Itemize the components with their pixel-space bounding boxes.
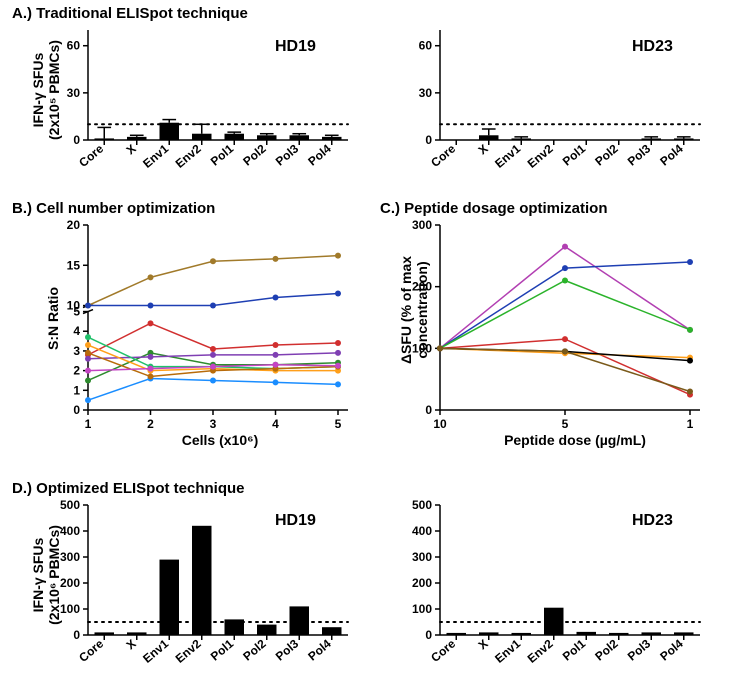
svg-text:Core: Core bbox=[428, 636, 458, 665]
svg-text:Pol4: Pol4 bbox=[305, 636, 334, 663]
chart-d-right-label: HD23 bbox=[632, 512, 673, 530]
svg-text:Env2: Env2 bbox=[525, 141, 556, 170]
svg-text:Pol4: Pol4 bbox=[305, 141, 334, 168]
svg-text:1: 1 bbox=[85, 417, 92, 431]
svg-text:30: 30 bbox=[419, 86, 433, 100]
svg-text:15: 15 bbox=[67, 258, 81, 272]
svg-text:Core: Core bbox=[76, 141, 106, 170]
ylabel-line2: (2x10⁵ PBMCs) bbox=[46, 30, 62, 150]
svg-text:200: 200 bbox=[412, 280, 432, 294]
svg-text:5: 5 bbox=[562, 417, 569, 431]
svg-text:500: 500 bbox=[60, 498, 80, 512]
ylabel-line1: ΔSFU (% of max bbox=[398, 225, 414, 395]
svg-text:200: 200 bbox=[412, 576, 432, 590]
svg-text:100: 100 bbox=[60, 602, 80, 616]
ylabel-line2: concentration) bbox=[414, 225, 430, 395]
svg-text:Pol1: Pol1 bbox=[560, 636, 589, 663]
svg-text:Pol3: Pol3 bbox=[625, 141, 654, 168]
svg-text:0: 0 bbox=[73, 628, 80, 642]
svg-text:2: 2 bbox=[147, 417, 154, 431]
svg-text:Pol2: Pol2 bbox=[240, 636, 269, 663]
svg-text:Pol2: Pol2 bbox=[240, 141, 269, 168]
svg-text:Pol1: Pol1 bbox=[208, 636, 237, 663]
ylabel-line1: IFN-γ SFUs bbox=[30, 30, 46, 150]
ylabel-line1: IFN-γ SFUs bbox=[30, 510, 46, 640]
svg-text:Env1: Env1 bbox=[140, 636, 171, 665]
svg-text:400: 400 bbox=[60, 524, 80, 538]
svg-text:0: 0 bbox=[425, 403, 432, 417]
svg-text:5: 5 bbox=[335, 417, 342, 431]
svg-text:500: 500 bbox=[412, 498, 432, 512]
panel-d-title: D.) Optimized ELISpot technique bbox=[12, 480, 245, 497]
panel-c-ylabel: ΔSFU (% of max concentration) bbox=[398, 225, 430, 395]
svg-text:Core: Core bbox=[76, 636, 106, 665]
svg-text:10: 10 bbox=[67, 299, 81, 313]
panel-b-xlabel: Cells (x10⁶) bbox=[150, 432, 290, 448]
svg-text:4: 4 bbox=[73, 324, 80, 338]
svg-text:Env1: Env1 bbox=[492, 636, 523, 665]
svg-text:Pol2: Pol2 bbox=[592, 636, 621, 663]
svg-text:Pol3: Pol3 bbox=[273, 141, 302, 168]
figure-root: A.) Traditional ELISpot technique IFN-γ … bbox=[0, 0, 749, 694]
svg-text:Env1: Env1 bbox=[492, 141, 523, 170]
panel-c-title: C.) Peptide dosage optimization bbox=[380, 200, 608, 217]
panel-a-ylabel: IFN-γ SFUs (2x10⁵ PBMCs) bbox=[30, 30, 62, 150]
svg-text:0: 0 bbox=[425, 133, 432, 147]
svg-text:3: 3 bbox=[210, 417, 217, 431]
svg-text:300: 300 bbox=[412, 550, 432, 564]
svg-text:3: 3 bbox=[73, 344, 80, 358]
panel-c-xlabel: Peptide dose (µg/mL) bbox=[485, 432, 665, 448]
svg-text:20: 20 bbox=[67, 218, 81, 232]
svg-text:1: 1 bbox=[687, 417, 694, 431]
svg-text:1: 1 bbox=[73, 383, 80, 397]
svg-text:4: 4 bbox=[272, 417, 279, 431]
svg-text:Pol3: Pol3 bbox=[273, 636, 302, 663]
svg-text:Pol2: Pol2 bbox=[592, 141, 621, 168]
panel-d-ylabel: IFN-γ SFUs (2x10⁶ PBMCs) bbox=[30, 510, 62, 640]
svg-text:0: 0 bbox=[425, 628, 432, 642]
svg-text:200: 200 bbox=[60, 576, 80, 590]
svg-text:10: 10 bbox=[433, 417, 447, 431]
svg-text:60: 60 bbox=[419, 39, 433, 53]
svg-text:2: 2 bbox=[73, 364, 80, 378]
svg-text:300: 300 bbox=[412, 218, 432, 232]
svg-text:Env2: Env2 bbox=[525, 636, 556, 665]
chart-a-right-label: HD23 bbox=[632, 38, 673, 56]
svg-text:Env2: Env2 bbox=[173, 141, 204, 170]
panel-b-ylabel: S:N Ratio bbox=[45, 287, 61, 350]
svg-text:Pol4: Pol4 bbox=[657, 636, 686, 663]
svg-text:Pol3: Pol3 bbox=[625, 636, 654, 663]
panel-a-title: A.) Traditional ELISpot technique bbox=[12, 5, 248, 22]
chart-d-left: 0100200300400500CoreXEnv1Env2Pol1Pol2Pol… bbox=[88, 505, 348, 695]
svg-text:100: 100 bbox=[412, 602, 432, 616]
panel-b-title: B.) Cell number optimization bbox=[12, 200, 215, 217]
svg-text:Env2: Env2 bbox=[173, 636, 204, 665]
svg-text:30: 30 bbox=[67, 86, 81, 100]
svg-text:Core: Core bbox=[428, 141, 458, 170]
svg-text:Env1: Env1 bbox=[140, 141, 171, 170]
svg-text:0: 0 bbox=[73, 403, 80, 417]
svg-text:Pol1: Pol1 bbox=[560, 141, 589, 168]
svg-text:Pol1: Pol1 bbox=[208, 141, 237, 168]
chart-d-left-label: HD19 bbox=[275, 512, 316, 530]
svg-text:400: 400 bbox=[412, 524, 432, 538]
svg-text:Pol4: Pol4 bbox=[657, 141, 686, 168]
chart-d-right: 0100200300400500CoreXEnv1Env2Pol1Pol2Pol… bbox=[440, 505, 700, 695]
svg-text:300: 300 bbox=[60, 550, 80, 564]
svg-text:0: 0 bbox=[73, 133, 80, 147]
svg-text:60: 60 bbox=[67, 39, 81, 53]
chart-a-left-label: HD19 bbox=[275, 38, 316, 56]
svg-text:100: 100 bbox=[412, 341, 432, 355]
